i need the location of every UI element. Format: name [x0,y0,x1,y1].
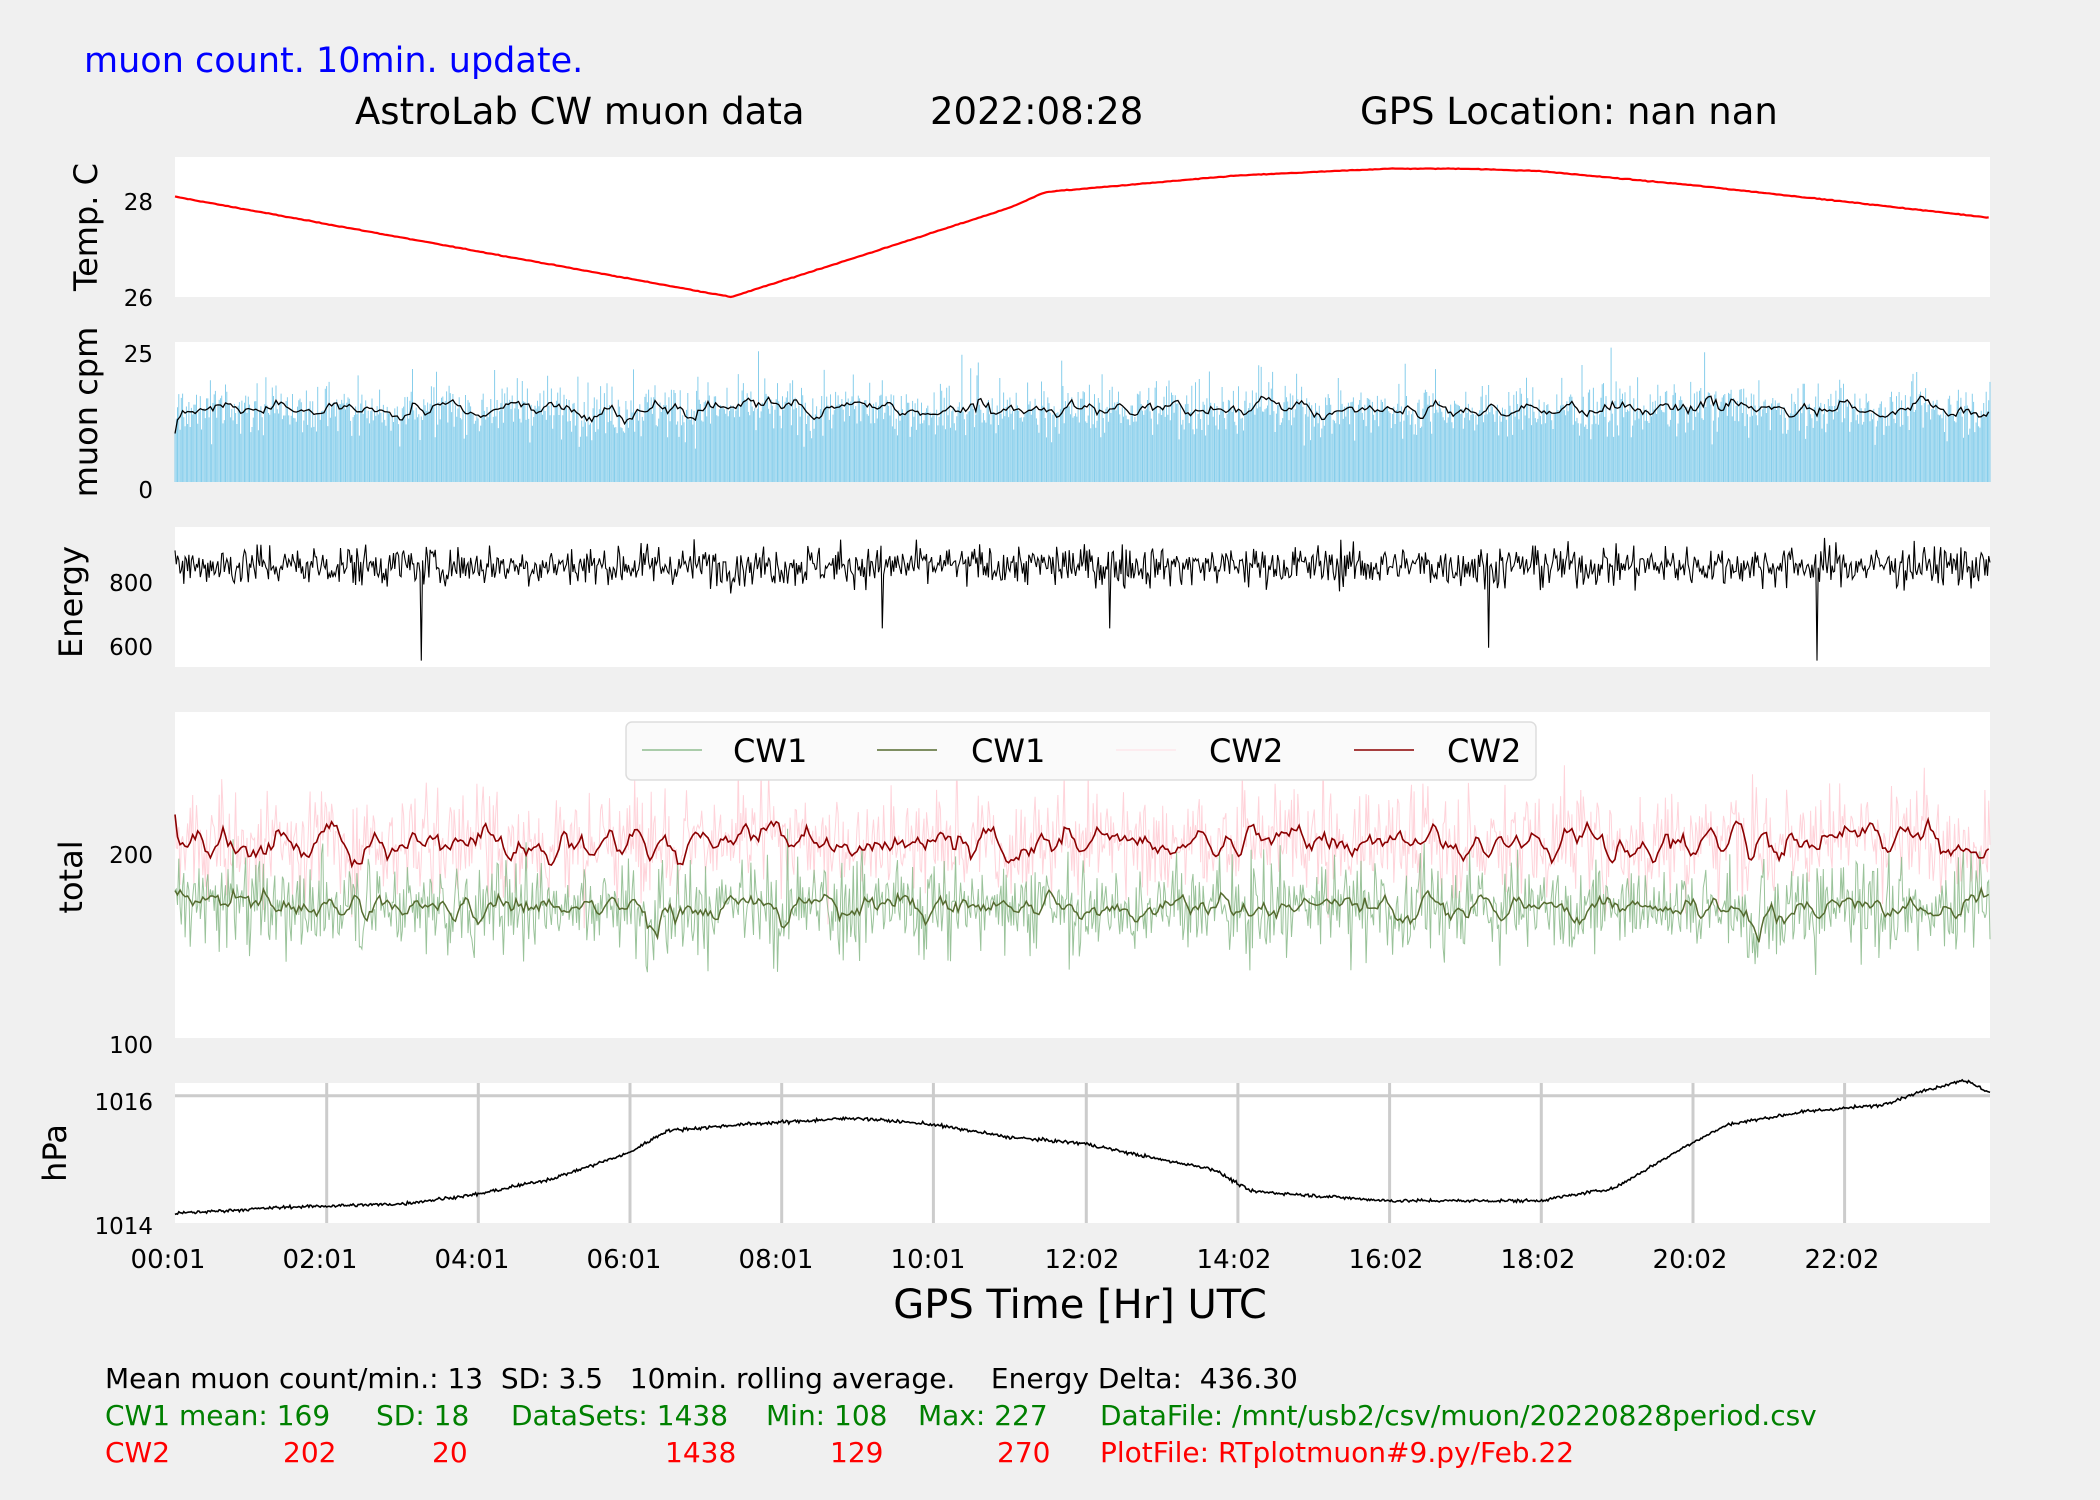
muon-axes [175,342,1990,482]
pressure-axes [175,1083,1990,1223]
pressure-series [174,1078,1991,1216]
xtick-label: 18:02 [1501,1245,1576,1275]
cw2-datasets: 1438 [665,1436,737,1469]
xtick-label: 10:01 [891,1245,966,1275]
total-ytick-label: 100 [109,1033,153,1059]
xtick-label: 22:02 [1805,1245,1880,1275]
cw2-max: 270 [997,1436,1051,1469]
muon-bars [174,347,1991,482]
xtick-label: 02:01 [283,1245,358,1275]
cw2-mean: 202 [283,1436,337,1469]
cw1-max: Max: 227 [918,1399,1048,1432]
xtick-label: 00:01 [131,1245,206,1275]
temp-series [174,167,1989,299]
xtick-label: 20:02 [1653,1245,1728,1275]
chart-title-date: 2022:08:28 [930,90,1143,133]
cw2-min: 129 [830,1436,884,1469]
energy-line [174,537,1991,661]
legend-label-cw2-raw: CW2 [1209,732,1283,770]
footer-summary: Mean muon count/min.: 13 SD: 3.5 10min. … [105,1362,1298,1395]
xtick-label: 08:01 [739,1245,814,1275]
energy-ylabel: Energy [52,546,90,658]
cw1-sd: SD: 18 [376,1399,470,1432]
legend-label-cw1-raw: CW1 [733,732,807,770]
temp-ytick-label: 26 [124,286,153,312]
energy-series [174,537,1991,661]
chart-title-gps: GPS Location: nan nan [1360,90,1778,133]
cw1-mean: CW1 mean: 169 [105,1399,331,1432]
temp-ytick-label: 28 [124,190,153,216]
datafile-path: DataFile: /mnt/usb2/csv/muon/20220828per… [1100,1399,1817,1432]
muon-rolling-line [174,395,1990,434]
chart-title-left: AstroLab CW muon data [355,90,805,133]
cw1-datasets: DataSets: 1438 [511,1399,729,1432]
xtick-label: 16:02 [1349,1245,1424,1275]
energy-ytick-label: 800 [109,571,153,597]
pressure-line [174,1078,1991,1216]
muon-ytick-label: 25 [124,342,153,368]
xtick-label: 06:01 [587,1245,662,1275]
total-series [174,755,1991,976]
cw2-raw-line [174,755,1991,929]
temp-axes [175,157,1990,297]
muon-ytick-label: 0 [138,478,153,504]
energy-axes [175,527,1990,667]
cw1-rolling-line [174,886,1990,943]
muon-series [174,347,1991,482]
xtick-label: 12:02 [1045,1245,1120,1275]
total-ylabel: total [52,840,90,913]
xtick-label: 14:02 [1197,1245,1272,1275]
plotfile-name: PlotFile: RTplotmuon#9.py/Feb.22 [1100,1436,1575,1469]
xaxis-label: GPS Time [Hr] UTC [893,1282,1267,1328]
pressure-ytick-label: 1014 [94,1214,153,1240]
legend-label-cw2-rolling: CW2 [1447,732,1521,770]
legend-frame [625,721,1537,781]
total-legend: CW1 CW1 CW2 CW2 [625,721,1537,781]
xaxis-ticks: 00:01 02:01 04:01 06:01 08:01 10:01 12:0… [131,1245,1880,1275]
temp-line [174,167,1989,299]
pressure-ytick-label: 1016 [94,1090,153,1116]
cw1-min: Min: 108 [766,1399,888,1432]
pressure-grid [175,1083,1990,1223]
xtick-label: 04:01 [435,1245,510,1275]
cw2-sd: 20 [432,1436,468,1469]
legend-label-cw1-rolling: CW1 [971,732,1045,770]
update-note: muon count. 10min. update. [84,41,583,81]
cw2-rolling-line [174,814,1990,869]
cw2-label: CW2 [105,1436,171,1469]
muon-ylabel: muon cpm [67,327,105,498]
pressure-ylabel: hPa [36,1124,74,1182]
total-ytick-label: 200 [109,843,153,869]
temp-ylabel: Temp. C [67,163,105,292]
energy-ytick-label: 600 [109,635,153,661]
